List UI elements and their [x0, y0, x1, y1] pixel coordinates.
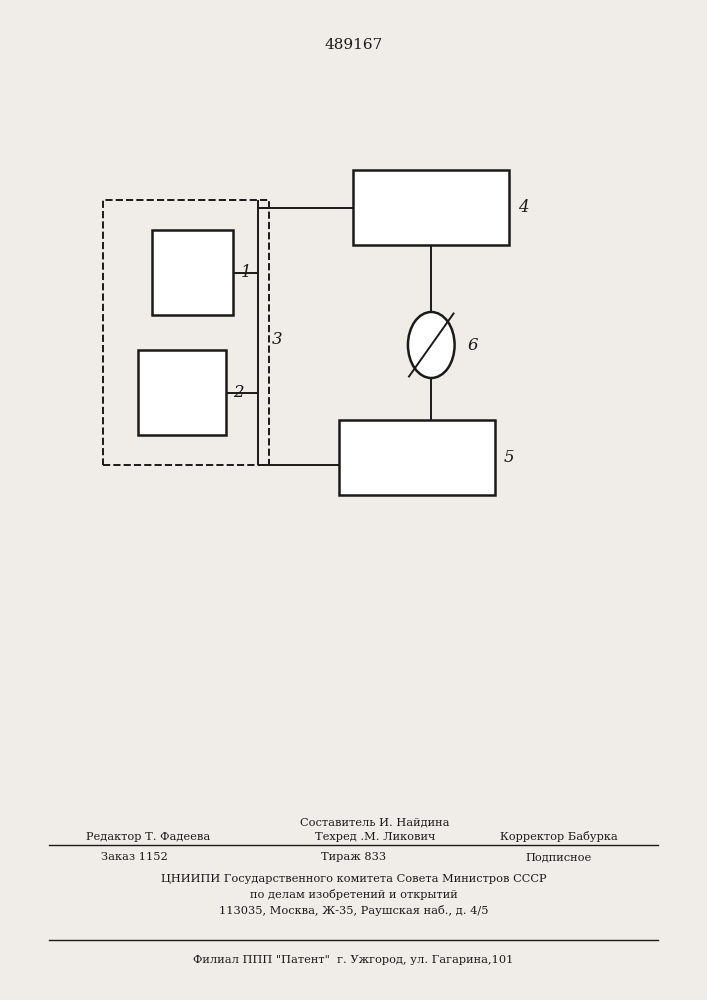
Text: 113035, Москва, Ж-35, Раушская наб., д. 4/5: 113035, Москва, Ж-35, Раушская наб., д. … — [218, 906, 489, 916]
Text: Подписное: Подписное — [525, 852, 592, 862]
Bar — [339, 420, 495, 495]
Text: Составитель И. Найдина: Составитель И. Найдина — [300, 817, 450, 827]
Text: 1: 1 — [240, 264, 251, 281]
Text: Филиал ППП "Патент"  г. Ужгород, ул. Гагарина,101: Филиал ППП "Патент" г. Ужгород, ул. Гага… — [193, 955, 514, 965]
Text: ЦНИИПИ Государственного комитета Совета Министров СССР: ЦНИИПИ Государственного комитета Совета … — [160, 874, 547, 884]
Text: Заказ 1152: Заказ 1152 — [101, 852, 168, 862]
Text: Редактор Т. Фадеева: Редактор Т. Фадеева — [86, 832, 211, 842]
Text: 5: 5 — [504, 449, 515, 466]
Text: Техред .М. Ликович: Техред .М. Ликович — [315, 832, 435, 842]
Text: 4: 4 — [518, 199, 529, 216]
Text: по делам изобретений и открытий: по делам изобретений и открытий — [250, 888, 457, 900]
Text: 2: 2 — [233, 384, 244, 401]
Bar — [103, 200, 269, 465]
Text: 489167: 489167 — [325, 38, 382, 52]
Text: Тираж 833: Тираж 833 — [321, 852, 386, 862]
Bar — [354, 170, 509, 245]
Bar — [152, 230, 233, 315]
Text: Корректор Бабурка: Корректор Бабурка — [500, 832, 617, 842]
Text: 3: 3 — [272, 332, 283, 349]
Circle shape — [408, 312, 455, 378]
Bar — [138, 350, 226, 435]
Text: 6: 6 — [467, 336, 478, 354]
